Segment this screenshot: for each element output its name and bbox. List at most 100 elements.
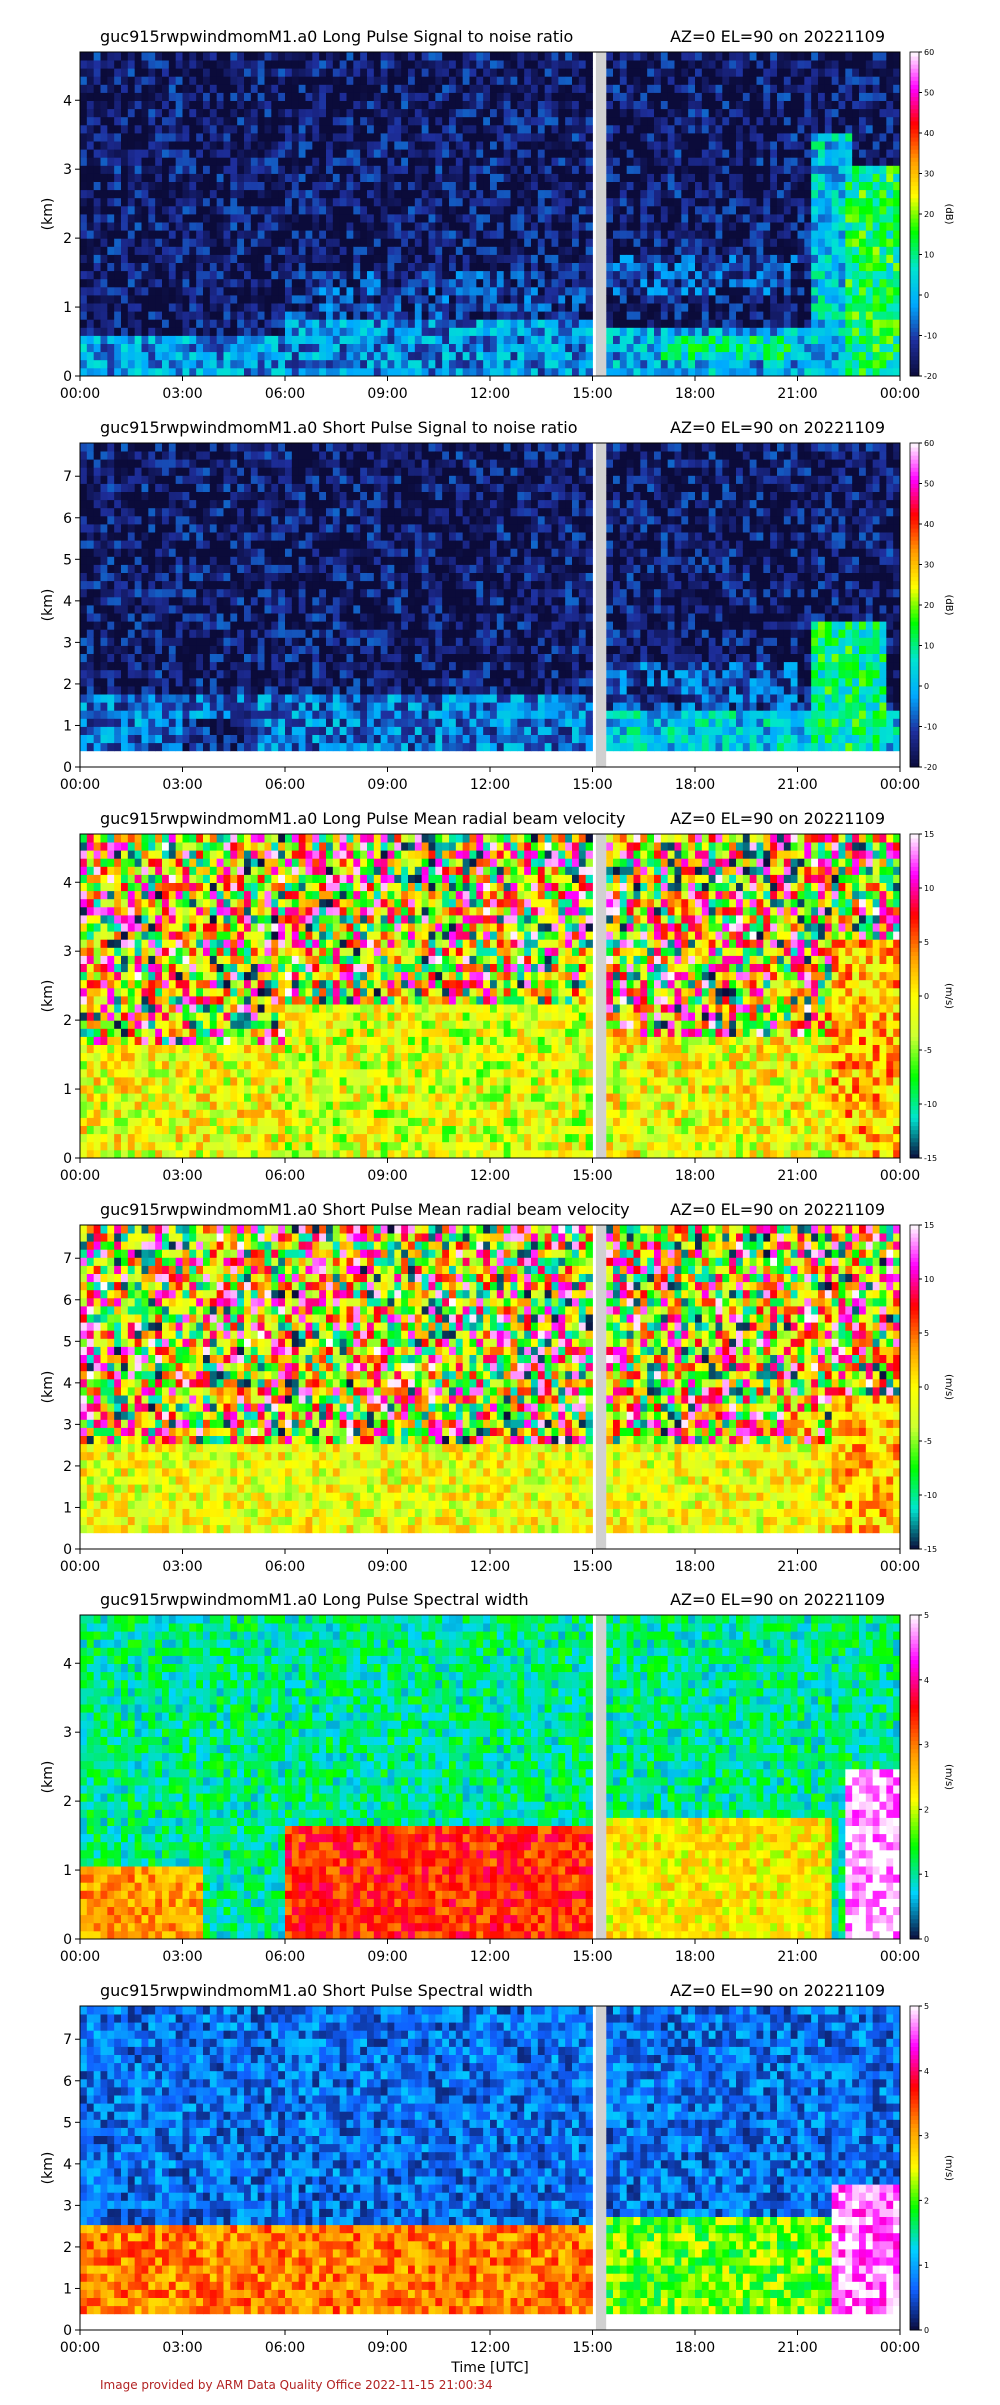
data-cell: [162, 190, 169, 199]
data-cell: [777, 52, 784, 61]
data-cell: [709, 214, 716, 223]
data-cell: [859, 165, 866, 174]
data-cell: [183, 198, 190, 207]
data-cell: [210, 133, 217, 142]
data-cell: [319, 271, 326, 280]
data-cell: [333, 141, 340, 150]
data-cell: [278, 360, 285, 369]
data-cell: [702, 360, 709, 369]
data-cell: [251, 279, 258, 288]
data-cell: [476, 101, 483, 110]
data-cell: [688, 101, 695, 110]
data-cell: [517, 255, 524, 264]
data-cell: [347, 174, 354, 183]
data-cell: [839, 287, 846, 296]
data-cell: [196, 182, 203, 191]
data-cell: [497, 295, 504, 304]
data-cell: [128, 198, 135, 207]
data-cell: [798, 238, 805, 247]
data-cell: [217, 327, 224, 336]
data-cell: [94, 694, 101, 703]
data-cell: [333, 287, 340, 296]
data-cell: [476, 93, 483, 102]
data-cell: [675, 165, 682, 174]
data-cell: [258, 198, 265, 207]
data-cell: [743, 198, 750, 207]
data-cell: [661, 190, 668, 199]
data-cell: [292, 360, 299, 369]
data-cell: [490, 157, 497, 166]
data-cell: [668, 327, 675, 336]
data-cell: [87, 508, 94, 517]
data-cell: [429, 165, 436, 174]
data-cell: [702, 117, 709, 126]
data-cell: [804, 214, 811, 223]
data-cell: [579, 149, 586, 158]
data-cell: [627, 190, 634, 199]
x-tick-label: 06:00: [265, 386, 305, 402]
data-cell: [675, 271, 682, 280]
data-cell: [224, 101, 231, 110]
data-cell: [306, 319, 313, 328]
data-cell: [695, 206, 702, 215]
data-cell: [394, 360, 401, 369]
data-cell: [668, 246, 675, 255]
data-cell: [388, 255, 395, 264]
data-cell: [189, 84, 196, 93]
data-cell: [278, 125, 285, 133]
data-cell: [893, 174, 900, 183]
data-cell: [326, 246, 333, 255]
data-cell: [299, 230, 306, 239]
data-cell: [757, 198, 764, 207]
data-cell: [640, 319, 647, 328]
data-cell: [517, 295, 524, 304]
data-cell: [306, 165, 313, 174]
data-cell: [244, 222, 251, 231]
data-cell: [449, 279, 456, 288]
data-cell: [804, 133, 811, 142]
data-cell: [422, 344, 429, 353]
data-cell: [135, 157, 142, 166]
data-cell: [640, 93, 647, 102]
data-cell: [736, 295, 743, 304]
colorbar-tick-label: 10: [924, 251, 934, 260]
data-cell: [866, 255, 873, 264]
data-cell: [237, 206, 244, 215]
data-cell: [627, 303, 634, 312]
data-cell: [880, 271, 887, 280]
data-cell: [353, 222, 360, 231]
data-cell: [121, 222, 128, 231]
data-cell: [326, 279, 333, 288]
data-cell: [620, 190, 627, 199]
data-cell: [326, 327, 333, 336]
data-cell: [620, 141, 627, 150]
data-cell: [353, 238, 360, 247]
data-cell: [716, 93, 723, 102]
data-cell: [613, 117, 620, 126]
data-cell: [169, 198, 176, 207]
data-cell: [606, 336, 613, 345]
data-cell: [497, 352, 504, 361]
data-cell: [128, 190, 135, 199]
data-cell: [634, 214, 641, 223]
data-cell: [217, 52, 224, 61]
data-cell: [374, 190, 381, 199]
data-cell: [429, 133, 436, 142]
data-cell: [224, 214, 231, 223]
data-cell: [210, 141, 217, 150]
data-cell: [80, 718, 87, 727]
data-cell: [237, 182, 244, 191]
data-cell: [312, 198, 319, 207]
data-cell: [716, 52, 723, 61]
data-cell: [804, 157, 811, 166]
data-cell: [736, 352, 743, 361]
data-cell: [832, 149, 839, 158]
colorbar-segment: [910, 352, 919, 357]
data-cell: [845, 101, 852, 110]
data-cell: [319, 279, 326, 288]
data-cell: [545, 311, 552, 320]
data-cell: [319, 149, 326, 158]
data-cell: [319, 93, 326, 102]
data-cell: [586, 230, 593, 239]
data-cell: [360, 125, 367, 133]
